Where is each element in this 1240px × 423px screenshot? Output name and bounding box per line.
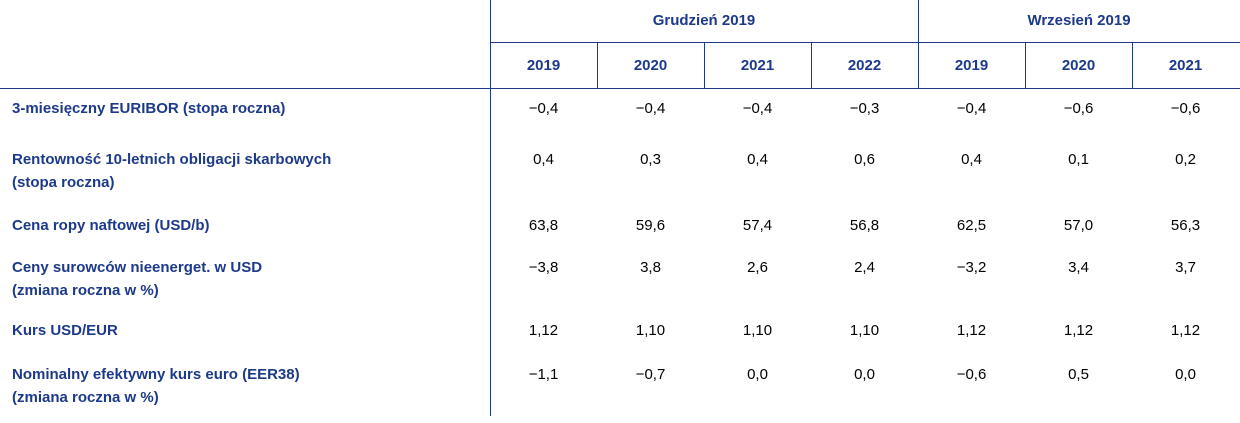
year-header: 2021 xyxy=(1168,57,1203,74)
year-header: 2020 xyxy=(1061,57,1096,74)
divider xyxy=(490,0,491,416)
cell-value: −0,6 xyxy=(956,366,987,383)
cell-value: 57,4 xyxy=(742,217,773,234)
row-label: 3-miesięczny EURIBOR (stopa roczna) xyxy=(12,100,286,117)
cell-value: −0,4 xyxy=(635,100,666,117)
cell-value: −0,4 xyxy=(956,100,987,117)
row-label: Cena ropy naftowej (USD/b) xyxy=(12,217,210,234)
divider xyxy=(597,42,598,88)
cell-value: −0,4 xyxy=(528,100,559,117)
cell-value: 1,12 xyxy=(1063,322,1094,339)
row-label: Kurs USD/EUR xyxy=(12,322,118,339)
cell-value: −3,2 xyxy=(956,259,987,276)
cell-value: 1,12 xyxy=(1170,322,1201,339)
cell-value: 0,3 xyxy=(640,151,661,168)
cell-value: 2,6 xyxy=(747,259,768,276)
cell-value: −3,8 xyxy=(528,259,559,276)
year-header: 2021 xyxy=(740,57,775,74)
cell-value: 0,1 xyxy=(1068,151,1089,168)
year-header: 2020 xyxy=(633,57,668,74)
cell-value: 0,0 xyxy=(1175,366,1196,383)
row-label: Rentowność 10-letnich obligacji skarbowy… xyxy=(12,151,332,168)
cell-value: 1,10 xyxy=(635,322,666,339)
divider xyxy=(1132,42,1133,88)
divider xyxy=(918,0,919,88)
cell-value: 0,4 xyxy=(533,151,554,168)
cell-value: 0,5 xyxy=(1068,366,1089,383)
cell-value: 1,12 xyxy=(528,322,559,339)
cell-value: −0,6 xyxy=(1170,100,1201,117)
row-label: (stopa roczna) xyxy=(12,174,115,191)
group-header: Wrzesień 2019 xyxy=(1027,12,1131,29)
cell-value: 62,5 xyxy=(956,217,987,234)
cell-value: 1,10 xyxy=(742,322,773,339)
cell-value: 3,4 xyxy=(1068,259,1089,276)
cell-value: 0,6 xyxy=(854,151,875,168)
year-header: 2019 xyxy=(954,57,989,74)
cell-value: 0,0 xyxy=(747,366,768,383)
row-label: Nominalny efektywny kurs euro (EER38) xyxy=(12,366,300,383)
cell-value: 0,0 xyxy=(854,366,875,383)
cell-value: −0,4 xyxy=(742,100,773,117)
cell-value: 56,3 xyxy=(1170,217,1201,234)
year-header: 2019 xyxy=(526,57,561,74)
cell-value: 56,8 xyxy=(849,217,880,234)
group-header: Grudzień 2019 xyxy=(652,12,756,29)
cell-value: 1,10 xyxy=(849,322,880,339)
row-label: (zmiana roczna w %) xyxy=(12,282,159,299)
divider xyxy=(1025,42,1026,88)
cell-value: −0,6 xyxy=(1063,100,1094,117)
divider xyxy=(490,42,1240,43)
divider xyxy=(811,42,812,88)
cell-value: −1,1 xyxy=(528,366,559,383)
cell-value: 0,2 xyxy=(1175,151,1196,168)
cell-value: 59,6 xyxy=(635,217,666,234)
cell-value: 3,7 xyxy=(1175,259,1196,276)
cell-value: 57,0 xyxy=(1063,217,1094,234)
cell-value: 0,4 xyxy=(961,151,982,168)
row-label: Ceny surowców nieenerget. w USD xyxy=(12,259,263,276)
cell-value: −0,7 xyxy=(635,366,666,383)
cell-value: 2,4 xyxy=(854,259,875,276)
row-label: (zmiana roczna w %) xyxy=(12,389,159,406)
cell-value: −0,3 xyxy=(849,100,880,117)
divider xyxy=(704,42,705,88)
cell-value: 0,4 xyxy=(747,151,768,168)
cell-value: 1,12 xyxy=(956,322,987,339)
cell-value: 63,8 xyxy=(528,217,559,234)
year-header: 2022 xyxy=(847,57,882,74)
cell-value: 3,8 xyxy=(640,259,661,276)
divider xyxy=(0,88,1240,89)
